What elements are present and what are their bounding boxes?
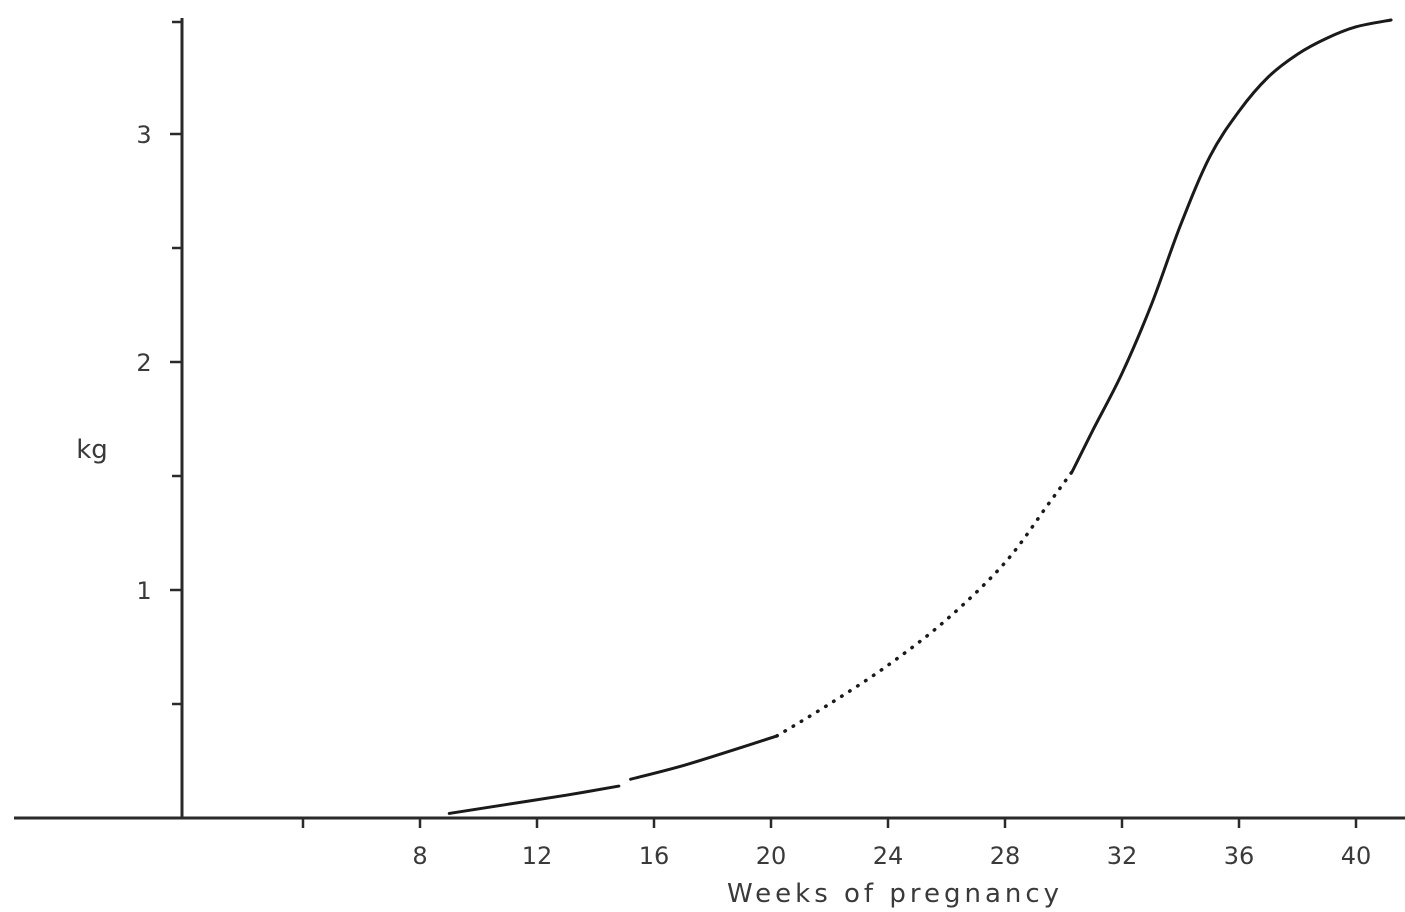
x-tick-label: 32 xyxy=(1107,842,1138,870)
y-tick-label: 1 xyxy=(136,577,151,605)
axes xyxy=(14,18,1405,820)
y-axis-label: kg xyxy=(76,435,108,465)
x-axis-label: Weeks of pregnancy xyxy=(727,879,1063,909)
x-tick-label: 16 xyxy=(639,842,670,870)
x-tick-label: 8 xyxy=(412,842,427,870)
x-tick-label: 36 xyxy=(1224,842,1255,870)
x-tick-label: 40 xyxy=(1341,842,1372,870)
ticks xyxy=(170,20,1358,828)
x-tick-label: 24 xyxy=(873,842,904,870)
x-tick-label: 12 xyxy=(522,842,553,870)
series-segment-solid xyxy=(447,784,621,815)
x-tick-label: 20 xyxy=(756,842,787,870)
y-tick-label: 2 xyxy=(136,349,151,377)
x-tick-label: 28 xyxy=(990,842,1021,870)
series-segment-solid xyxy=(1070,18,1393,473)
series xyxy=(447,18,1393,815)
y-tick-label: 3 xyxy=(136,121,151,149)
series-segment-solid xyxy=(629,734,779,781)
series-segment-dotted xyxy=(775,469,1075,738)
